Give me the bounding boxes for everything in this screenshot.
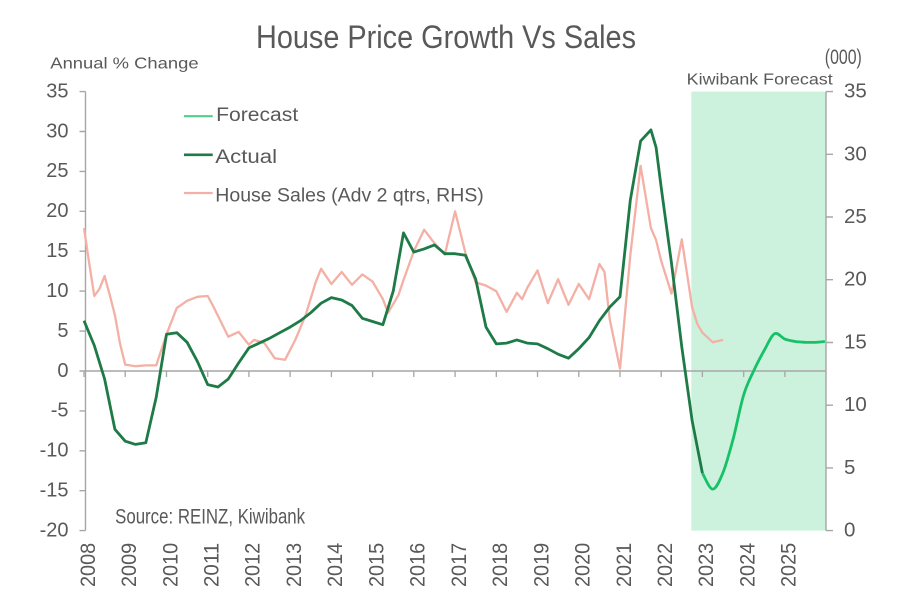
svg-text:2019: 2019 (530, 543, 553, 587)
svg-text:House Price Growth Vs Sales: House Price Growth Vs Sales (256, 18, 636, 55)
svg-text:(000): (000) (825, 46, 862, 69)
svg-text:25: 25 (46, 160, 68, 182)
svg-text:2015: 2015 (365, 543, 388, 587)
svg-text:10: 10 (844, 393, 867, 416)
svg-text:Actual: Actual (215, 147, 277, 168)
svg-text:15: 15 (844, 331, 867, 354)
svg-text:2011: 2011 (201, 543, 224, 587)
svg-text:2025: 2025 (778, 543, 801, 587)
svg-text:2020: 2020 (572, 543, 595, 587)
svg-text:35: 35 (46, 80, 68, 102)
svg-text:2009: 2009 (118, 543, 141, 587)
svg-text:2018: 2018 (489, 543, 512, 587)
svg-text:2021: 2021 (613, 543, 636, 587)
svg-text:0: 0 (844, 519, 855, 542)
svg-text:25: 25 (844, 205, 867, 228)
svg-text:Kiwibank Forecast: Kiwibank Forecast (687, 72, 834, 89)
svg-text:30: 30 (46, 120, 68, 142)
svg-text:2016: 2016 (407, 543, 430, 587)
svg-text:2008: 2008 (77, 543, 100, 587)
svg-text:2010: 2010 (159, 543, 182, 587)
svg-text:5: 5 (844, 456, 855, 479)
svg-text:2023: 2023 (695, 543, 718, 587)
svg-text:-20: -20 (40, 519, 69, 541)
svg-text:10: 10 (46, 280, 68, 302)
svg-text:Forecast: Forecast (216, 105, 299, 126)
svg-text:0: 0 (57, 360, 68, 382)
svg-text:2022: 2022 (654, 543, 677, 587)
svg-text:-10: -10 (40, 440, 69, 462)
svg-text:5: 5 (57, 320, 68, 342)
svg-text:-5: -5 (51, 400, 69, 422)
svg-text:2017: 2017 (448, 543, 471, 587)
svg-text:2024: 2024 (737, 542, 760, 587)
svg-text:2012: 2012 (242, 543, 265, 587)
svg-text:35: 35 (844, 80, 867, 103)
svg-text:2014: 2014 (324, 542, 347, 587)
svg-text:20: 20 (844, 268, 867, 291)
svg-text:15: 15 (46, 240, 68, 262)
svg-text:Annual % Change: Annual % Change (50, 55, 199, 72)
svg-text:2013: 2013 (283, 543, 306, 587)
svg-text:-15: -15 (40, 480, 69, 502)
svg-text:House Sales (Adv 2 qtrs, RHS): House Sales (Adv 2 qtrs, RHS) (215, 186, 484, 207)
svg-text:30: 30 (844, 142, 867, 165)
svg-text:20: 20 (46, 200, 68, 222)
svg-text:Source: REINZ, Kiwibank: Source: REINZ, Kiwibank (115, 505, 305, 528)
